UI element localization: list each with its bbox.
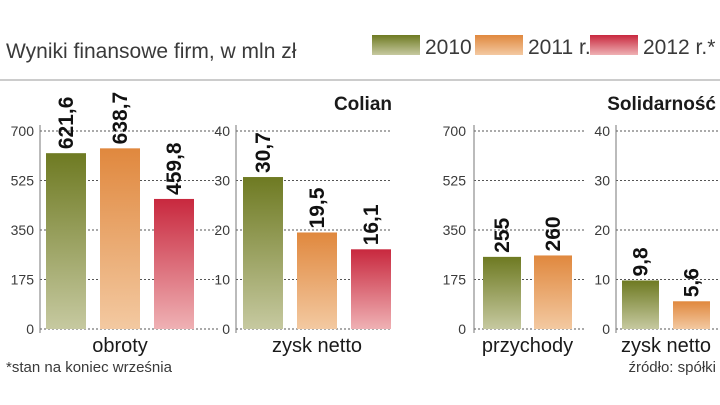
y-tick-label: 525 bbox=[443, 173, 467, 189]
legend-swatch-2011 bbox=[475, 35, 523, 55]
y-tick-label: 30 bbox=[214, 173, 230, 189]
bar-2011 bbox=[297, 232, 337, 329]
bar-2011 bbox=[673, 301, 710, 329]
bar-2010 bbox=[622, 280, 659, 329]
legend-label-2012: 2012 r.* bbox=[643, 36, 715, 59]
y-tick-label: 175 bbox=[443, 272, 467, 288]
y-tick-label: 10 bbox=[214, 272, 230, 288]
bar-2012 bbox=[154, 198, 194, 329]
x-axis-label: obroty bbox=[92, 335, 148, 357]
chart-panels: 0 175 350 525 700 621,6 638,7 459,8 obroty Colian… bbox=[11, 92, 720, 357]
chart-panel-4: Solidarność 0 10 20 30 40 9,8 5,6 zysk netto bbox=[594, 94, 720, 357]
value-label: 255 bbox=[491, 218, 514, 253]
y-tick-label: 20 bbox=[594, 222, 610, 238]
bar-2010 bbox=[243, 177, 283, 329]
value-label: 621,6 bbox=[55, 97, 78, 150]
legend: 2010 r. 2011 r. 2012 r.* bbox=[372, 35, 715, 59]
value-label: 16,1 bbox=[360, 204, 383, 245]
y-tick-label: 40 bbox=[594, 123, 610, 139]
y-tick-label: 175 bbox=[11, 272, 35, 288]
source-note: źródło: spółki bbox=[628, 359, 716, 376]
x-axis-label: przychody bbox=[482, 335, 573, 357]
legend-swatch-2012 bbox=[590, 35, 638, 55]
y-tick-label: 10 bbox=[594, 272, 610, 288]
y-tick-label: 350 bbox=[443, 222, 467, 238]
y-tick-label: 0 bbox=[26, 321, 34, 337]
value-label: 19,5 bbox=[306, 187, 329, 228]
value-label: 459,8 bbox=[163, 142, 186, 195]
x-axis-label: zysk netto bbox=[272, 335, 362, 357]
chart-panel-3: 0 175 350 525 700 255 260 przychody bbox=[443, 123, 586, 357]
legend-swatch-2010 bbox=[372, 35, 420, 55]
bar-2011 bbox=[534, 255, 572, 329]
y-tick-label: 0 bbox=[458, 321, 466, 337]
y-tick-label: 40 bbox=[214, 123, 230, 139]
chart-panel-2: Colian 0 10 20 30 40 30,7 19,5 16,1 zysk netto bbox=[214, 94, 392, 357]
y-tick-label: 700 bbox=[11, 123, 35, 139]
y-tick-label: 30 bbox=[594, 173, 610, 189]
value-label: 638,7 bbox=[109, 92, 132, 145]
x-axis-label: zysk netto bbox=[621, 335, 711, 357]
bar-2012 bbox=[351, 249, 391, 329]
y-tick-label: 350 bbox=[11, 222, 35, 238]
y-tick-label: 0 bbox=[602, 321, 610, 337]
value-label: 260 bbox=[542, 216, 565, 251]
y-tick-label: 0 bbox=[222, 321, 230, 337]
bar-2010 bbox=[46, 153, 86, 329]
company-title: Colian bbox=[334, 94, 392, 115]
bar-2011 bbox=[100, 148, 140, 329]
company-title: Solidarność bbox=[607, 94, 716, 115]
footnote: *stan na koniec września bbox=[6, 359, 173, 376]
y-tick-label: 525 bbox=[11, 173, 35, 189]
y-tick-label: 20 bbox=[214, 222, 230, 238]
value-label: 30,7 bbox=[252, 132, 275, 173]
bar-2010 bbox=[483, 256, 521, 329]
legend-label-2010: 2010 r. bbox=[425, 36, 489, 59]
y-tick-label: 700 bbox=[443, 123, 467, 139]
figure-title: Wyniki finansowe firm, w mln zł bbox=[6, 40, 297, 63]
value-label: 5,6 bbox=[681, 268, 704, 297]
chart-panel-1: 0 175 350 525 700 621,6 638,7 459,8 obroty bbox=[11, 92, 220, 357]
value-label: 9,8 bbox=[630, 247, 653, 277]
legend-label-2011: 2011 r. bbox=[528, 36, 591, 59]
